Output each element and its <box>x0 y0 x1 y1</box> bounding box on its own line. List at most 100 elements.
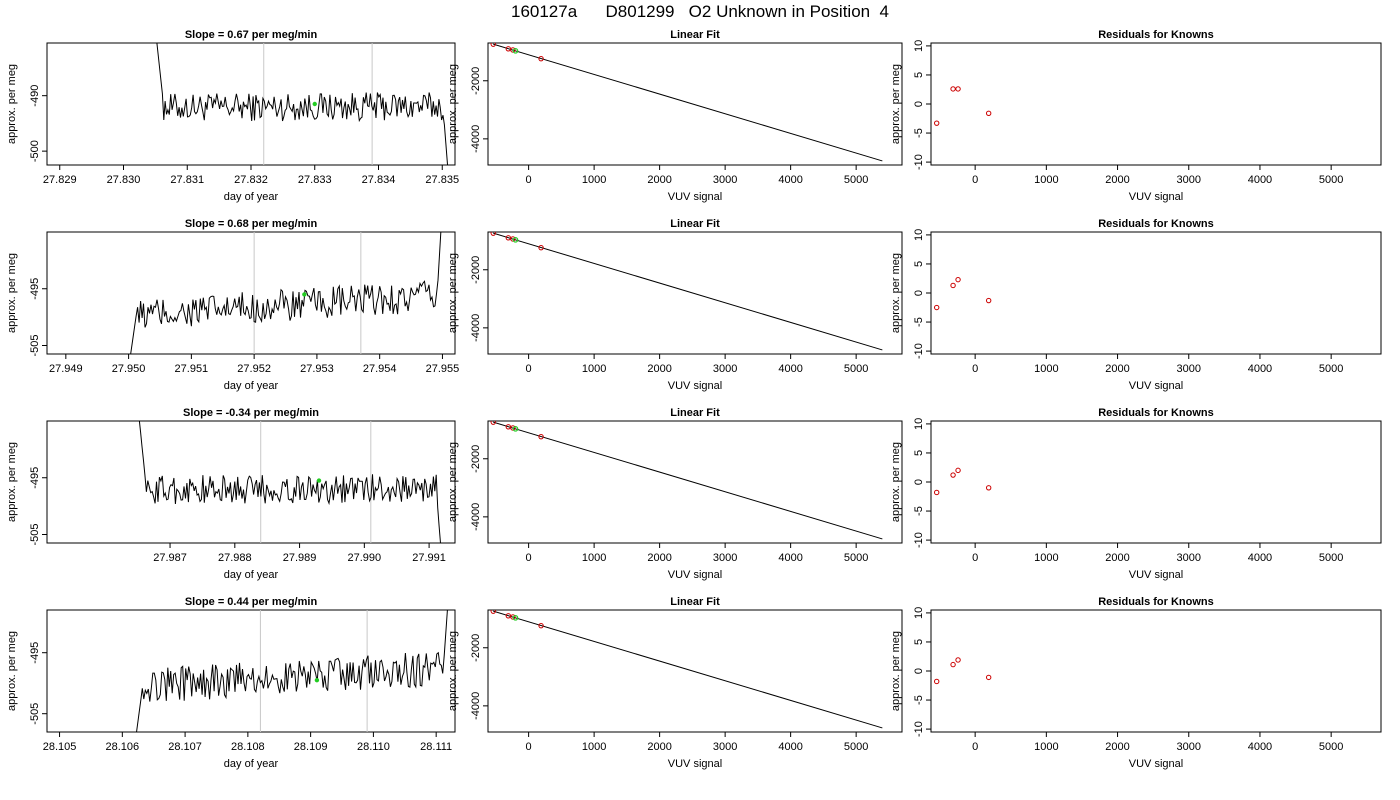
panel-title: Slope = 0.44 per meg/min <box>185 596 318 608</box>
plot-frame <box>487 609 903 733</box>
x-tick-label: 5000 <box>844 174 868 186</box>
panel-title: Linear Fit <box>670 407 720 419</box>
x-tick-label: 4000 <box>778 552 802 564</box>
plot-frame <box>46 420 456 544</box>
y-tick-label: -10 <box>913 532 925 548</box>
known-point <box>510 425 516 431</box>
y-tick-label: -495 <box>29 642 41 664</box>
y-tick-label: -2000 <box>470 445 482 473</box>
x-tick-label: 0 <box>972 363 978 375</box>
x-tick-label: 5000 <box>1319 552 1343 564</box>
x-tick-label: 1000 <box>1034 741 1058 753</box>
residual-point <box>950 472 956 478</box>
panel-4-2: Linear Fit 0 1000 2000 3000 4000 5000 -4000 -200… <box>447 596 903 770</box>
x-tick-label: 3000 <box>1177 552 1201 564</box>
x-tick-label: 3000 <box>713 552 737 564</box>
plot-frame <box>46 231 456 355</box>
y-tick-label: -5 <box>913 506 925 516</box>
y-tick-label: 0 <box>913 668 925 674</box>
y-tick-label: -4000 <box>470 503 482 531</box>
x-tick-label: 3000 <box>713 174 737 186</box>
panel-1-2: Linear Fit 0 1000 2000 3000 4000 5000 -4000 -200… <box>447 29 903 203</box>
x-tick-label: 5000 <box>1319 174 1343 186</box>
y-tick-label: -505 <box>29 334 41 356</box>
x-tick-label: 27.987 <box>153 552 187 564</box>
y-tick-label: -5 <box>913 128 925 138</box>
known-point <box>490 43 496 47</box>
residual-point <box>985 110 992 116</box>
y-tick-label: 10 <box>913 40 925 52</box>
x-tick-label: 27.988 <box>218 552 252 564</box>
y-tick-label: -4000 <box>470 692 482 720</box>
known-point <box>490 610 496 614</box>
y-tick-label: -2000 <box>470 256 482 284</box>
x-axis-label: VUV signal <box>668 191 722 203</box>
x-tick-label: 3000 <box>1177 741 1201 753</box>
x-tick-label: 4000 <box>1248 363 1272 375</box>
panel-title: Slope = 0.68 per meg/min <box>185 218 318 230</box>
x-tick-label: 27.989 <box>283 552 317 564</box>
known-point <box>538 55 544 62</box>
x-tick-label: 1000 <box>582 174 606 186</box>
panel-title: Linear Fit <box>670 596 720 608</box>
residual-point <box>933 489 940 496</box>
panel-title: Linear Fit <box>670 218 720 230</box>
panel-4-3: Residuals for Knowns 0 1000 2000 3000 4000 500… <box>890 596 1382 770</box>
plot-frame <box>487 420 903 544</box>
panel-title: Linear Fit <box>670 29 720 41</box>
panel-title: Residuals for Knowns <box>1098 29 1214 41</box>
y-axis-label: approx. per meg <box>6 253 18 333</box>
residual-point <box>950 282 956 289</box>
unknown-point <box>512 48 519 54</box>
plot-frame <box>487 42 903 166</box>
y-axis-label: approx. per meg <box>447 631 459 711</box>
y-tick-label: -505 <box>29 523 41 545</box>
fit-line <box>493 232 883 351</box>
y-tick-label: -495 <box>29 467 41 489</box>
x-tick-label: 0 <box>972 174 978 186</box>
x-tick-label: 4000 <box>1248 741 1272 753</box>
plot-area <box>490 421 883 540</box>
x-tick-label: 4000 <box>1248 552 1272 564</box>
plot-area <box>490 43 883 162</box>
x-tick-label: 2000 <box>1105 741 1129 753</box>
panel-2-2: Linear Fit 0 1000 2000 3000 4000 5000 -4000 -200… <box>447 218 903 392</box>
x-tick-label: 27.829 <box>43 174 77 186</box>
residual-point <box>985 674 992 681</box>
signal-trace <box>130 232 442 354</box>
x-axis-label: VUV signal <box>1129 191 1183 203</box>
residual-point <box>950 86 956 92</box>
x-axis-label: VUV signal <box>668 569 722 581</box>
panel-1-1: Slope = 0.67 per meg/min 27.829 27.830 27.8… <box>6 29 459 203</box>
y-tick-label: -2000 <box>470 634 482 662</box>
unknown-point <box>512 237 519 243</box>
residual-point <box>985 297 992 304</box>
known-point <box>490 421 496 425</box>
x-axis-label: day of year <box>224 380 279 392</box>
x-tick-label: 2000 <box>1105 174 1129 186</box>
known-point <box>510 614 516 620</box>
y-tick-label: 0 <box>913 479 925 485</box>
x-tick-label: 28.111 <box>420 741 452 753</box>
panel-2-1: Slope = 0.68 per meg/min 27.949 27.950 27.9… <box>6 218 459 392</box>
x-axis-label: VUV signal <box>1129 380 1183 392</box>
x-tick-label: 3000 <box>713 363 737 375</box>
x-axis-label: day of year <box>224 758 279 770</box>
x-tick-label: 3000 <box>1177 174 1201 186</box>
residual-point <box>985 485 992 491</box>
panel-title: Slope = 0.67 per meg/min <box>185 29 318 41</box>
x-tick-label: 28.108 <box>231 741 265 753</box>
x-tick-label: 5000 <box>1319 741 1343 753</box>
plot-area <box>136 610 448 732</box>
y-tick-label: 0 <box>913 101 925 107</box>
panel-3-2: Linear Fit 0 1000 2000 3000 4000 5000 -4000 -200… <box>447 407 903 581</box>
x-tick-label: 2000 <box>1105 363 1129 375</box>
y-tick-label: -5 <box>913 317 925 327</box>
x-tick-label: 27.951 <box>175 363 209 375</box>
y-axis-label: approx. per meg <box>447 64 459 144</box>
known-point <box>510 47 516 53</box>
x-tick-label: 0 <box>526 741 532 753</box>
y-axis-label: approx. per meg <box>447 253 459 333</box>
x-tick-label: 27.949 <box>49 363 83 375</box>
x-tick-label: 2000 <box>647 552 671 564</box>
